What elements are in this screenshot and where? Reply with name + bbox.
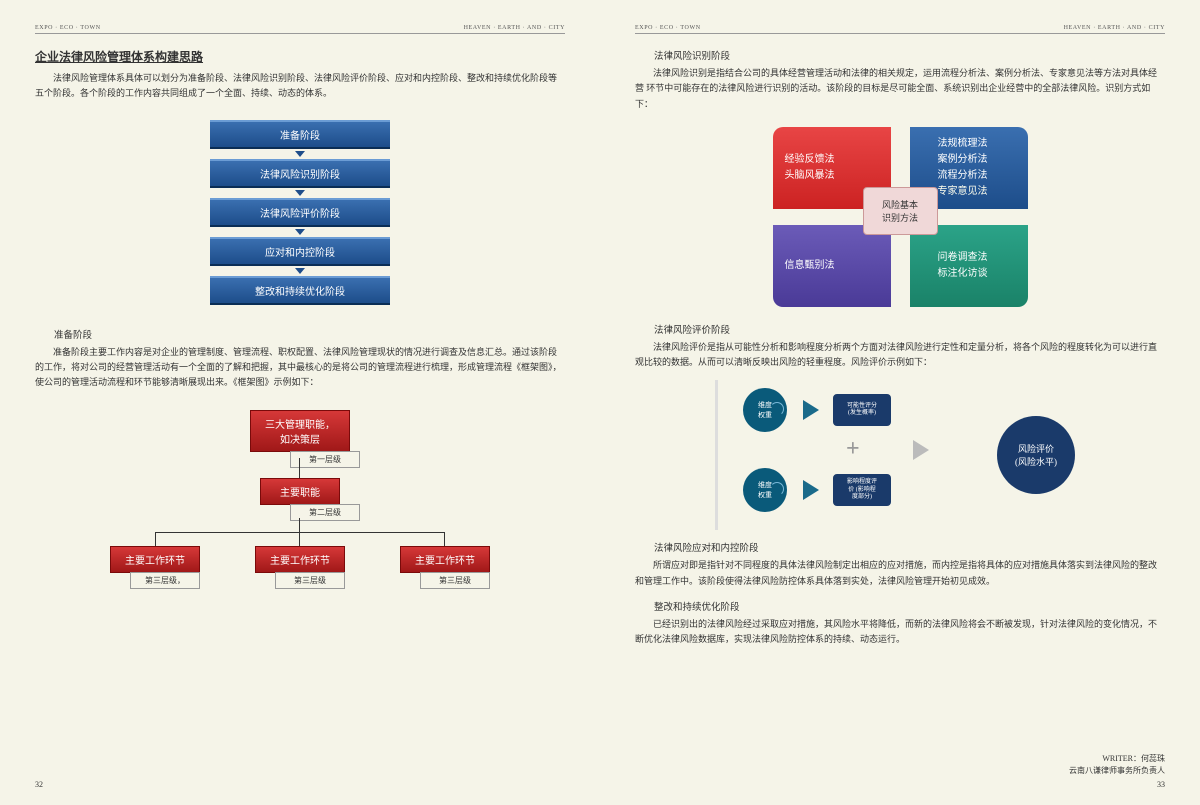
section-body: 所谓应对即是指针对不同程度的具体法律风险制定出相应的应对措施，而内控是指将具体的… <box>635 558 1165 589</box>
org-leaf: 主要工作环节 第三层级 <box>255 546 345 589</box>
eval-box-bot: 影响程度评 价 (影响程 度部分) <box>833 474 891 506</box>
article-title: 企业法律风险管理体系构建思路 <box>35 48 565 65</box>
org-leaf-box: 主要工作环节 <box>255 546 345 573</box>
stage-1: 准备阶段 <box>210 120 390 149</box>
stage-3: 法律风险评价阶段 <box>210 198 390 227</box>
triangle-icon <box>803 480 819 500</box>
org-top: 三大管理职能，如决策层 第一层级 <box>250 410 350 468</box>
stage-4: 应对和内控阶段 <box>210 237 390 266</box>
stage-flowchart: 准备阶段 法律风险识别阶段 法律风险评价阶段 应对和内控阶段 整改和持续优化阶段 <box>210 120 390 305</box>
risk-eval-diagram: 维度 权重 维度 权重 可能性评分 (发生概率) 影响程度评 价 (影响程 度部… <box>715 380 1085 530</box>
header-tagline: HEAVEN · EARTH · AND · CITY <box>1064 25 1165 31</box>
writer-credit: WRITER：何蕊珠 云南八谦律师事务所负责人 <box>1069 753 1165 777</box>
org-leaf-box: 主要工作环节 <box>110 546 200 573</box>
arrow-icon <box>295 268 305 274</box>
org-leaf-box: 主要工作环节 <box>400 546 490 573</box>
triangle-icon <box>913 440 929 460</box>
org-tag: 第三层级 <box>420 572 490 589</box>
org-mid: 主要职能 第二层级 <box>260 478 340 521</box>
page-number: 32 <box>35 780 43 789</box>
section-title: 准备阶段 <box>35 327 565 341</box>
section-title: 法律风险识别阶段 <box>635 48 1165 62</box>
page-left: EXPO · ECO · TOWN HEAVEN · EARTH · AND ·… <box>0 0 600 805</box>
org-tag: 第三层级 <box>275 572 345 589</box>
arrow-icon <box>295 190 305 196</box>
eval-box-top: 可能性评分 (发生概率) <box>833 394 891 426</box>
plus-icon: + <box>846 436 860 463</box>
quad-center: 风险基本 识别方法 <box>863 187 938 235</box>
stage-5: 整改和持续优化阶段 <box>210 276 390 305</box>
section-body: 准备阶段主要工作内容是对企业的管理制度、管理流程、职权配置、法律风险管理现状的情… <box>35 345 565 391</box>
page-number: 33 <box>1157 780 1165 789</box>
stage-2: 法律风险识别阶段 <box>210 159 390 188</box>
header-brand: EXPO · ECO · TOWN <box>635 25 701 31</box>
header-brand: EXPO · ECO · TOWN <box>35 25 101 31</box>
org-mid-box: 主要职能 <box>260 478 340 505</box>
org-tag: 第三层级， <box>130 572 200 589</box>
quad-q4: 问卷调查法 标注化访谈 <box>910 225 1028 307</box>
header-left: EXPO · ECO · TOWN HEAVEN · EARTH · AND ·… <box>35 25 565 34</box>
section-body: 法律风险评价是指从可能性分析和影响程度分析两个方面对法律风险进行定性和定量分析，… <box>635 340 1165 371</box>
header-right: EXPO · ECO · TOWN HEAVEN · EARTH · AND ·… <box>635 25 1165 34</box>
arrow-icon <box>295 229 305 235</box>
page-right: EXPO · ECO · TOWN HEAVEN · EARTH · AND ·… <box>600 0 1200 805</box>
section-body: 法律风险识别是指结合公司的具体经营管理活动和法律的相关规定，运用流程分析法、案例… <box>635 66 1165 112</box>
org-leaf: 主要工作环节 第三层级 <box>400 546 490 589</box>
quad-q3: 信息甄别法 <box>773 225 891 307</box>
org-top-box: 三大管理职能，如决策层 <box>250 410 350 452</box>
arrow-icon <box>295 151 305 157</box>
intro-para: 法律风险管理体系具体可以划分为准备阶段、法律风险识别阶段、法律风险评价阶段、应对… <box>35 71 565 102</box>
org-tag: 第二层级 <box>290 504 360 521</box>
header-tagline: HEAVEN · EARTH · AND · CITY <box>464 25 565 31</box>
section-body: 已经识别出的法律风险经过采取应对措施，其风险水平将降低，而新的法律风险将会不断被… <box>635 617 1165 648</box>
org-chart: 三大管理职能，如决策层 第一层级 主要职能 第二层级 主要工作环节 第三层级， … <box>75 410 525 610</box>
section-title: 法律风险应对和内控阶段 <box>635 540 1165 554</box>
org-leaf: 主要工作环节 第三层级， <box>110 546 200 589</box>
org-tag: 第一层级 <box>290 451 360 468</box>
section-title: 法律风险评价阶段 <box>635 322 1165 336</box>
eval-result-circle: 风险评价 (风险水平) <box>997 416 1075 494</box>
section-title: 整改和持续优化阶段 <box>635 599 1165 613</box>
triangle-icon <box>803 400 819 420</box>
quadrant-diagram: 经验反馈法 头脑风暴法 法规梳理法 案例分析法 流程分析法 专家意见法 信息甄别… <box>773 127 1028 307</box>
